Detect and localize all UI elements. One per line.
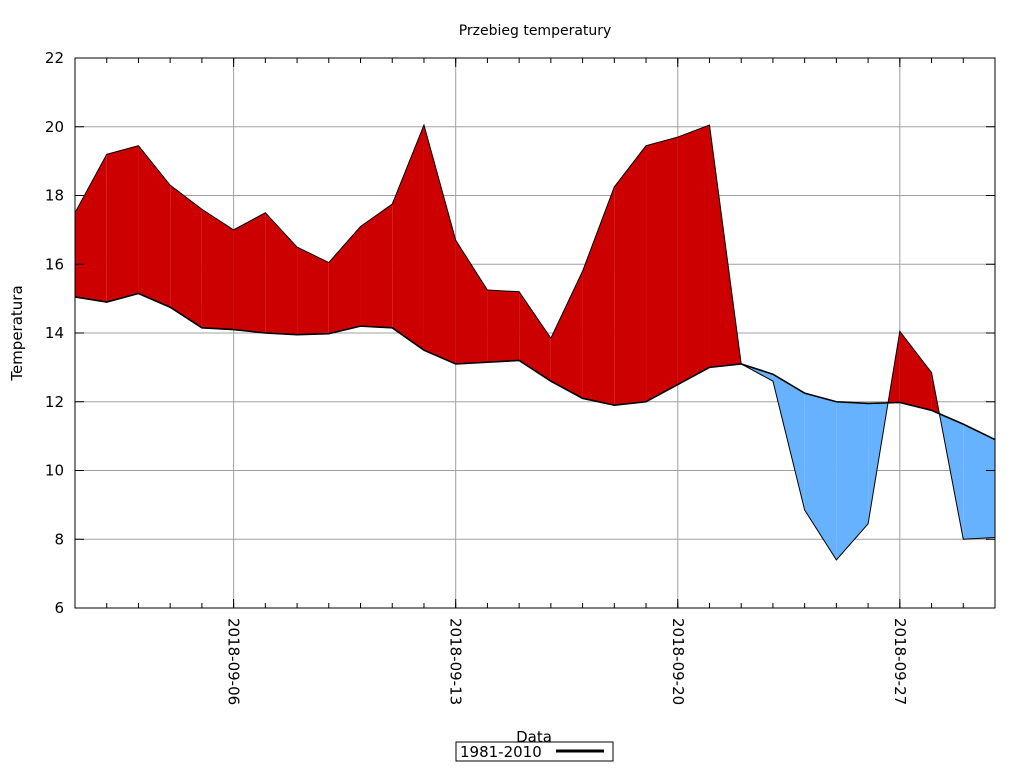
y-tick-label: 8 <box>54 530 64 548</box>
area-segment <box>519 291 551 382</box>
x-tick-label: 2018-09-06 <box>225 618 243 705</box>
area-segment <box>138 145 171 308</box>
x-tick-label: 2018-09-13 <box>447 618 465 705</box>
y-tick-label: 6 <box>54 599 64 617</box>
area-segment <box>265 212 298 335</box>
axis-ticks <box>74 57 996 609</box>
area-segment <box>75 154 107 303</box>
y-tick-label: 12 <box>45 393 64 411</box>
x-tick-labels: 2018-09-06 2018-09-13 2018-09-20 2018-09-27 <box>225 618 909 705</box>
area-segment <box>328 226 361 334</box>
area-segment <box>106 145 139 303</box>
area-segment <box>392 125 424 351</box>
area-segment <box>963 424 995 540</box>
area-segment <box>550 271 583 399</box>
grid <box>75 58 995 608</box>
area-segment <box>233 212 266 333</box>
y-tick-label: 16 <box>45 255 64 273</box>
y-axis-label: Temperatura <box>8 285 26 381</box>
actual-temperature-line <box>74 123 996 561</box>
y-tick-label: 18 <box>45 187 64 205</box>
area-segment <box>614 145 647 406</box>
legend-box <box>455 741 614 762</box>
y-tick-label: 22 <box>45 49 64 67</box>
area-segment <box>297 247 329 335</box>
x-tick-label: 2018-09-20 <box>669 618 687 705</box>
area-segment <box>423 125 456 364</box>
y-tick-label: 10 <box>45 462 64 480</box>
area-segment <box>455 240 488 364</box>
lines <box>74 123 996 561</box>
legend-label: 1981-2010 <box>460 743 542 761</box>
area-segment <box>487 290 520 363</box>
area-segment <box>646 137 678 402</box>
y-tick-label: 14 <box>45 324 64 342</box>
area-segment <box>170 185 202 328</box>
area-segment <box>677 125 710 385</box>
area-segment <box>899 331 932 411</box>
legend: 1981-2010 <box>455 741 614 762</box>
area-segment <box>836 401 869 560</box>
area-segment <box>804 393 837 560</box>
temperature-area <box>75 125 995 560</box>
x-tick-label: 2018-09-27 <box>891 618 909 705</box>
y-tick-labels: 6 8 10 12 14 16 18 20 22 <box>45 49 64 617</box>
y-tick-label: 20 <box>45 118 64 136</box>
chart-title: Przebieg temperatury <box>459 23 612 39</box>
area-segment <box>582 186 615 406</box>
area-segment <box>360 204 393 328</box>
area-segment <box>201 209 234 330</box>
normal-1981-2010-line <box>74 292 996 441</box>
